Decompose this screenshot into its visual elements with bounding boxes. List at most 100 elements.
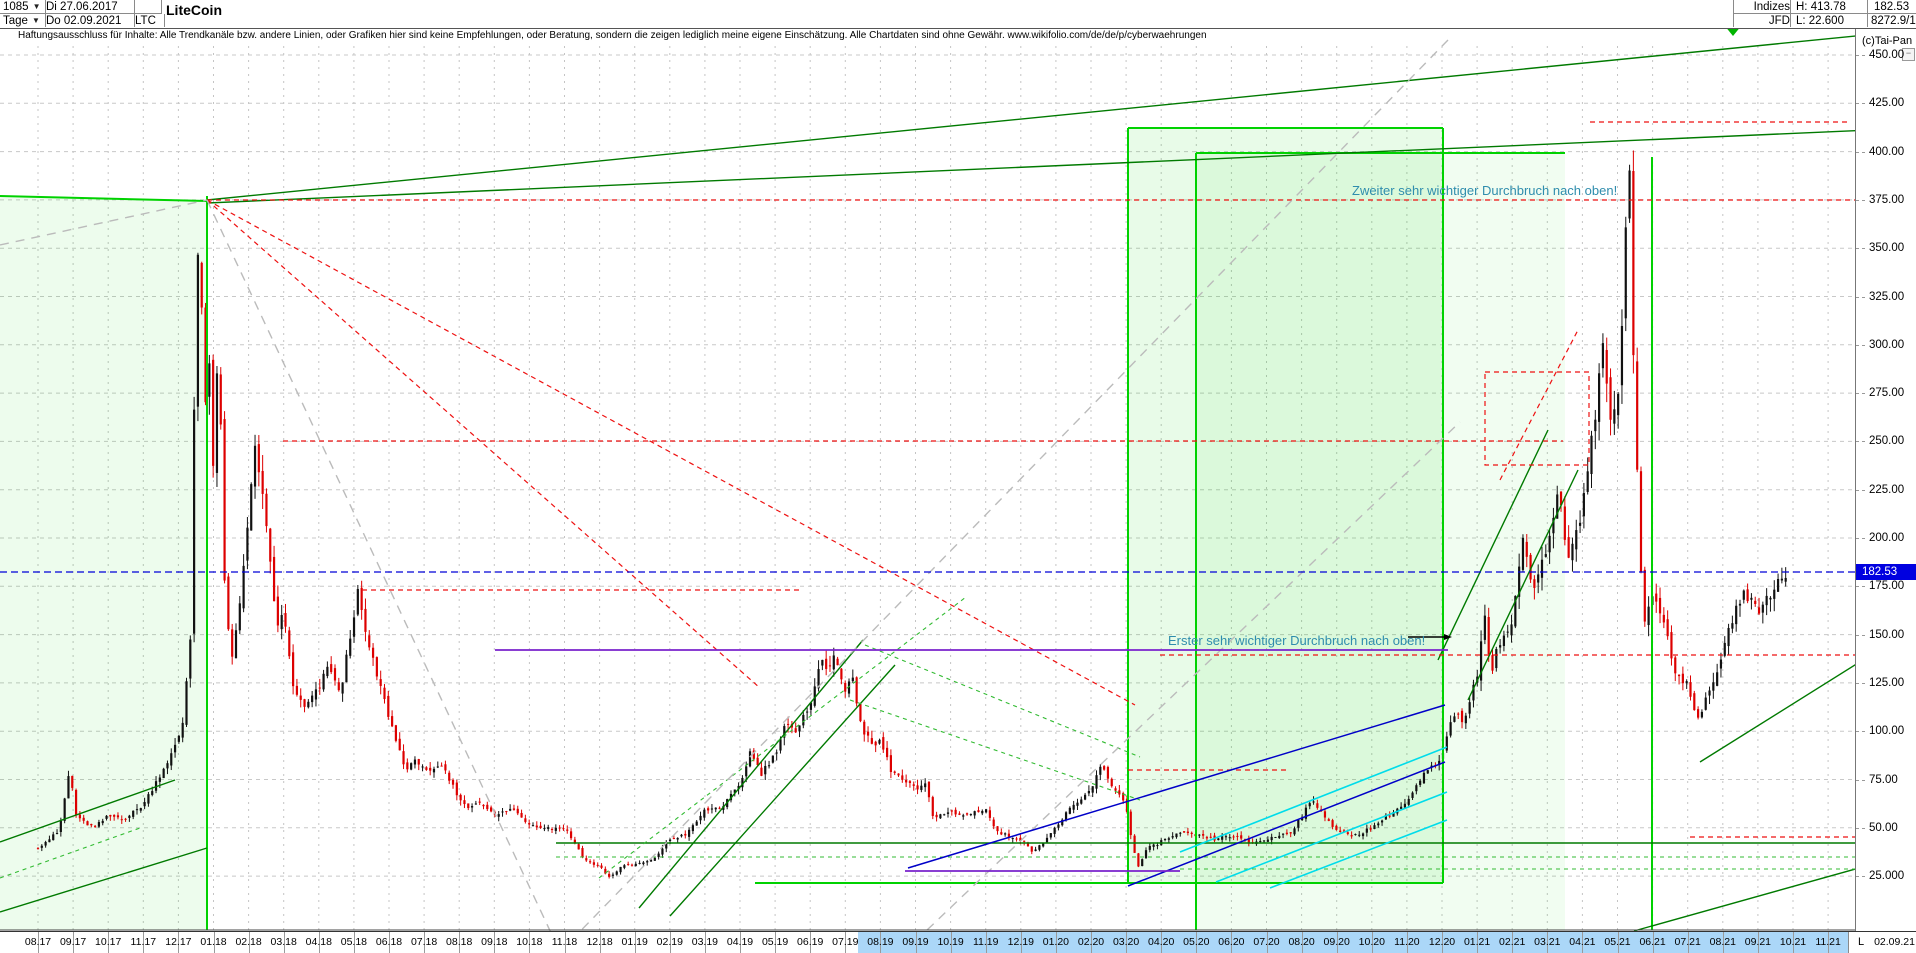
time-tick xyxy=(1687,932,1689,953)
price-tick xyxy=(1856,827,1865,829)
time-tick-label: 01.21 xyxy=(1463,936,1491,948)
time-tick xyxy=(599,932,601,953)
price-tick xyxy=(1856,779,1865,781)
price-tick-label: 225.00 xyxy=(1869,483,1905,496)
time-tick-label: 09.18 xyxy=(481,936,508,948)
price-tick xyxy=(1856,441,1865,443)
time-tick xyxy=(248,932,250,953)
time-tick-label: 11.18 xyxy=(551,936,578,948)
time-tick-label: 12.20 xyxy=(1428,936,1456,948)
time-tick xyxy=(915,932,917,953)
price-tick xyxy=(1856,103,1865,105)
symbol-cell: LTC xyxy=(132,14,165,27)
price-axis[interactable]: (c)Tai-Pan − 450.00 425.00 400.00 375.00 350… xyxy=(1855,28,1916,931)
time-tick-label: 07.20 xyxy=(1253,936,1280,948)
time-tick-label: 04.20 xyxy=(1148,936,1175,948)
time-tick-label: 11.17 xyxy=(130,936,157,948)
price-tick xyxy=(1856,344,1865,346)
period-low-cell: L: 22.600 xyxy=(1790,14,1872,27)
time-tick xyxy=(1196,932,1198,953)
timeframe-value: Tage xyxy=(3,14,28,27)
last-date-cell: Do 02.09.2021 xyxy=(43,14,135,27)
time-tick-label: 04.21 xyxy=(1569,936,1596,948)
bar-number-dropdown[interactable]: 1085 ▼ xyxy=(0,0,46,14)
time-tick-label: 12.19 xyxy=(1007,936,1034,948)
trendline-green xyxy=(1467,469,1579,701)
time-tick xyxy=(1722,932,1724,953)
price-tick-label: 350.00 xyxy=(1869,242,1905,255)
time-tick-label: 08.18 xyxy=(446,936,473,948)
time-tick-label: 05.18 xyxy=(340,936,368,948)
price-tick-label: 150.00 xyxy=(1869,628,1905,641)
last-date-label: 02.09.21 xyxy=(1873,932,1916,953)
price-tick-label: 250.00 xyxy=(1869,435,1905,448)
time-tick xyxy=(213,932,215,953)
time-tick-label: 06.21 xyxy=(1639,936,1666,948)
time-tick-label: 04.19 xyxy=(726,936,754,948)
price-chart-canvas[interactable] xyxy=(0,0,1855,952)
trendline-bl xyxy=(907,704,1446,869)
trendline-green xyxy=(669,664,896,917)
time-tick-label: 01.20 xyxy=(1042,936,1070,948)
time-tick-label: 09.17 xyxy=(59,936,87,948)
trendline-cy xyxy=(1269,819,1448,889)
header-bar: 1085 ▼ Di 27.06.2017 Tage ▼ Do 02.09.202… xyxy=(0,0,1916,29)
time-tick xyxy=(1547,932,1549,953)
price-tick-label: 400.00 xyxy=(1869,145,1905,158)
time-tick-label: 10.17 xyxy=(95,936,122,948)
time-axis[interactable]: L 02.09.21 08.17 09.17 10.17 11.17 12.17 01.1… xyxy=(0,931,1916,953)
time-tick-label: 07.19 xyxy=(832,936,859,948)
trendline-green xyxy=(0,779,176,843)
time-tick-label: 08.19 xyxy=(867,936,894,948)
trendline-bright xyxy=(0,195,208,202)
time-tick xyxy=(950,932,952,953)
annotation-first-breakout[interactable]: Erster sehr wichtiger Durchbruch nach ob… xyxy=(1168,633,1426,648)
time-tick-label: 06.18 xyxy=(375,936,403,948)
time-tick-label: 11.21 xyxy=(1815,936,1841,948)
price-tick xyxy=(1856,296,1865,298)
first-date-value: Di 27.06.2017 xyxy=(46,0,118,13)
timeframe-dropdown[interactable]: Tage ▼ xyxy=(0,14,46,27)
trendline-green xyxy=(1633,868,1855,932)
price-tick-label: 300.00 xyxy=(1869,338,1905,351)
time-tick-label: 04.18 xyxy=(305,936,332,948)
trendline-gy xyxy=(0,199,208,246)
time-tick xyxy=(810,932,812,953)
time-tick xyxy=(704,932,706,953)
time-tick xyxy=(1793,932,1794,953)
time-tick xyxy=(38,932,39,953)
price-tick-label: 375.00 xyxy=(1869,193,1905,206)
time-tick xyxy=(845,932,847,953)
time-tick xyxy=(1055,932,1057,953)
price-tick-label: 125.00 xyxy=(1869,676,1905,689)
trendline-bl xyxy=(1127,761,1446,887)
time-tick-label: 05.19 xyxy=(761,936,789,948)
time-tick xyxy=(1161,932,1163,953)
time-tick xyxy=(178,932,180,953)
time-tick-label: 01.19 xyxy=(621,936,648,948)
price-tick-label: 50.00 xyxy=(1869,821,1898,834)
points-info-cell: 8272.9/18 xyxy=(1867,14,1916,27)
trendline-green xyxy=(1437,429,1549,661)
time-tick xyxy=(1336,932,1338,953)
time-tick xyxy=(1266,932,1268,953)
current-price-badge: 182.53 xyxy=(1856,564,1916,580)
trendline-gd xyxy=(864,644,1141,758)
collapse-icon[interactable]: − xyxy=(1902,48,1915,61)
trendline-green xyxy=(0,847,208,913)
price-tick xyxy=(1856,538,1865,539)
time-tick-label: 02.19 xyxy=(656,936,683,948)
time-tick xyxy=(1828,932,1830,953)
time-tick-label: 07.18 xyxy=(410,936,438,948)
time-tick xyxy=(424,932,426,953)
time-tick-label: 12.18 xyxy=(586,936,613,948)
time-tick-label: 03.20 xyxy=(1112,936,1140,948)
annotation-second-breakout[interactable]: Zweiter sehr wichtiger Durchbruch nach o… xyxy=(1352,183,1618,198)
instrument-title: LiteCoin xyxy=(166,2,222,18)
price-tick xyxy=(1856,731,1865,733)
price-tick-label: 275.00 xyxy=(1869,387,1905,400)
chevron-down-icon: ▼ xyxy=(31,16,40,25)
price-tick-label: 325.00 xyxy=(1869,290,1905,303)
time-tick-label: 06.19 xyxy=(797,936,824,948)
time-tick-label: 01.18 xyxy=(200,936,227,948)
